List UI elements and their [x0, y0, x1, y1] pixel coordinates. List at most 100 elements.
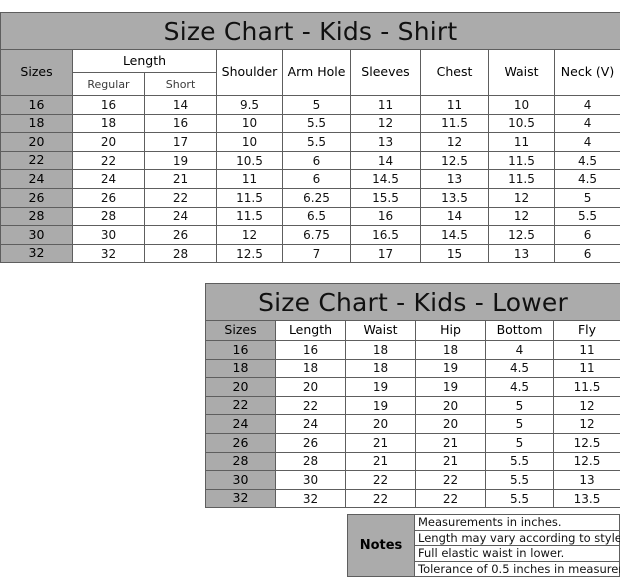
value-cell: 14.5 [351, 170, 421, 189]
value-cell: 14 [145, 96, 217, 115]
note-line: Tolerance of 0.5 inches in measurement [415, 561, 620, 577]
value-cell: 12 [351, 114, 421, 133]
value-cell: 5.5 [283, 133, 351, 152]
value-cell: 6.75 [283, 226, 351, 245]
shirt-header-neck: Neck (V) [555, 50, 620, 96]
value-cell: 32 [73, 244, 145, 263]
value-cell: 14 [351, 151, 421, 170]
value-cell: 24 [73, 170, 145, 189]
value-cell: 6 [555, 244, 620, 263]
value-cell: 18 [416, 341, 486, 360]
value-cell: 4.5 [555, 151, 620, 170]
value-cell: 22 [145, 188, 217, 207]
value-cell: 5.5 [486, 489, 554, 508]
shirt-header-length-short: Short [145, 73, 217, 96]
size-label-cell: 16 [206, 341, 276, 360]
shirt-header-arm-hole: Arm Hole [283, 50, 351, 96]
shirt-header-chest: Chest [421, 50, 489, 96]
value-cell: 5 [486, 415, 554, 434]
note-line: Measurements in inches. [415, 515, 620, 531]
value-cell: 20 [416, 396, 486, 415]
value-cell: 14.5 [421, 226, 489, 245]
value-cell: 10.5 [217, 151, 283, 170]
value-cell: 22 [416, 471, 486, 490]
value-cell: 19 [416, 359, 486, 378]
value-cell: 6 [283, 151, 351, 170]
value-cell: 4.5 [486, 378, 554, 397]
value-cell: 12 [217, 226, 283, 245]
value-cell: 11.5 [421, 114, 489, 133]
value-cell: 5 [283, 96, 351, 115]
lower-header-hip: Hip [416, 321, 486, 341]
value-cell: 16 [73, 96, 145, 115]
lower-header-fly: Fly [554, 321, 620, 341]
value-cell: 12 [554, 396, 620, 415]
value-cell: 13 [421, 170, 489, 189]
size-label-cell: 16 [1, 96, 73, 115]
value-cell: 13 [351, 133, 421, 152]
value-cell: 12 [421, 133, 489, 152]
value-cell: 13.5 [421, 188, 489, 207]
shirt-header-row-top: Sizes Length Shoulder Arm Hole Sleeves C… [1, 50, 620, 73]
value-cell: 16 [145, 114, 217, 133]
value-cell: 19 [346, 378, 416, 397]
value-cell: 22 [416, 489, 486, 508]
lower-header-sizes: Sizes [206, 321, 276, 341]
value-cell: 21 [346, 433, 416, 452]
value-cell: 16.5 [351, 226, 421, 245]
value-cell: 12 [489, 207, 555, 226]
value-cell: 26 [276, 433, 346, 452]
value-cell: 18 [346, 341, 416, 360]
lower-header-row: Sizes Length Waist Hip Bottom Fly [206, 321, 620, 341]
value-cell: 5 [555, 188, 620, 207]
value-cell: 10 [217, 133, 283, 152]
value-cell: 5.5 [486, 452, 554, 471]
value-cell: 20 [346, 415, 416, 434]
value-cell: 6 [283, 170, 351, 189]
size-label-cell: 32 [206, 489, 276, 508]
value-cell: 10 [217, 114, 283, 133]
lower-size-chart: Size Chart - Kids - Lower Sizes Length W… [205, 283, 620, 508]
value-cell: 16 [276, 341, 346, 360]
value-cell: 20 [73, 133, 145, 152]
value-cell: 18 [276, 359, 346, 378]
size-label-cell: 28 [206, 452, 276, 471]
size-label-cell: 26 [206, 433, 276, 452]
value-cell: 5.5 [486, 471, 554, 490]
shirt-header-sleeves: Sleeves [351, 50, 421, 96]
value-cell: 11 [421, 96, 489, 115]
size-label-cell: 30 [1, 226, 73, 245]
value-cell: 19 [416, 378, 486, 397]
value-cell: 19 [346, 396, 416, 415]
value-cell: 19 [145, 151, 217, 170]
value-cell: 21 [145, 170, 217, 189]
value-cell: 12.5 [217, 244, 283, 263]
shirt-header-waist: Waist [489, 50, 555, 96]
value-cell: 6.5 [283, 207, 351, 226]
size-label-cell: 24 [206, 415, 276, 434]
value-cell: 32 [276, 489, 346, 508]
value-cell: 4 [555, 114, 620, 133]
value-cell: 28 [276, 452, 346, 471]
value-cell: 12 [489, 188, 555, 207]
size-label-cell: 22 [1, 151, 73, 170]
size-label-cell: 32 [1, 244, 73, 263]
note-line: Full elastic waist in lower. [415, 546, 620, 562]
value-cell: 15.5 [351, 188, 421, 207]
value-cell: 11.5 [217, 188, 283, 207]
shirt-header-length-group: Length [73, 50, 217, 73]
value-cell: 16 [351, 207, 421, 226]
size-label-cell: 20 [1, 133, 73, 152]
lower-header-length: Length [276, 321, 346, 341]
value-cell: 12.5 [489, 226, 555, 245]
size-label-cell: 30 [206, 471, 276, 490]
value-cell: 11 [217, 170, 283, 189]
